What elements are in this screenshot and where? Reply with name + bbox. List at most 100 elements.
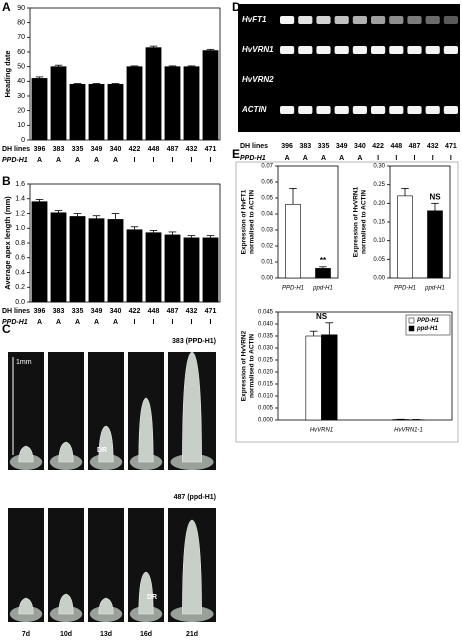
y-tick-label: 0.2 (15, 284, 25, 291)
bar (145, 232, 162, 303)
day-label: 16d (140, 631, 152, 638)
gel-band (334, 16, 349, 24)
y-tick-label: 0.00 (373, 276, 385, 282)
x-tick-label: 448 (148, 308, 160, 315)
scale-label: 1mm (16, 359, 32, 366)
x-tick-label: 432 (186, 308, 198, 315)
x-tick-label: HvVRN1 (310, 428, 333, 434)
gel-band (407, 106, 422, 114)
y-tick-label: 0.10 (373, 238, 385, 244)
gel-band (352, 46, 367, 54)
apex (18, 445, 34, 463)
lane-label: 448 (390, 143, 402, 150)
genotype-label: A (56, 319, 61, 326)
row-label: PPD-H1 (240, 155, 266, 162)
y-tick-label: 0.035 (258, 334, 274, 340)
gene-label: HvVRN2 (242, 75, 274, 84)
gel-band (371, 46, 386, 54)
gene-label: ACTIN (241, 105, 267, 114)
legend-swatch (408, 317, 415, 324)
y-tick-label: 0.6 (15, 255, 25, 262)
genotype-label: I (153, 319, 155, 326)
gel-band (298, 16, 313, 24)
bar (202, 50, 219, 141)
bar (145, 47, 162, 141)
apex (58, 593, 74, 615)
y-axis-label: Heading date (3, 50, 12, 97)
lane-label: 349 (336, 143, 348, 150)
annotation: ** (320, 256, 327, 265)
y-tick-label: 0.25 (373, 182, 385, 188)
genotype-label: I (153, 157, 155, 164)
genotype-label: I (134, 157, 136, 164)
y-tick-label: 60 (17, 49, 25, 56)
genotype-label: I (191, 157, 193, 164)
bar (69, 216, 86, 303)
bar (305, 335, 322, 421)
gel-band (316, 106, 331, 114)
y-tick-label: 10 (17, 122, 25, 129)
x-axis-label: DH lines (2, 146, 30, 153)
y-tick-label: 0.025 (258, 358, 274, 364)
legend-label: PPD-H1 (417, 318, 440, 324)
gel-band (443, 16, 458, 24)
apex (138, 397, 154, 463)
y-axis-label: normalised to ACTIN (249, 190, 256, 254)
genotype-label: A (37, 319, 42, 326)
gene-label: HvFT1 (242, 15, 267, 24)
x-tick-label: 487 (167, 146, 179, 153)
y-tick-label: 0.000 (258, 418, 274, 424)
y-tick-label: 0.4 (15, 269, 25, 276)
x-tick-label: 396 (34, 146, 46, 153)
y-tick-label: 20 (17, 108, 25, 115)
bar (397, 195, 413, 279)
bar (164, 66, 181, 141)
x-tick-label: ppd-H1 (312, 286, 333, 292)
gel-band (371, 16, 386, 24)
gel-band (425, 46, 440, 54)
bar (183, 66, 200, 141)
y-tick-label: 1.6 (15, 181, 25, 188)
x-tick-label: 335 (72, 146, 84, 153)
legend-swatch (408, 325, 415, 332)
plot-frame (277, 165, 339, 279)
bar (88, 83, 105, 141)
y-tick-label: 0.010 (258, 394, 274, 400)
bar (31, 78, 48, 141)
genotype-label: A (94, 319, 99, 326)
y-tick-label: 0.020 (258, 370, 274, 376)
y-tick-label: 1.0 (15, 225, 25, 232)
x-tick-label: 422 (129, 308, 141, 315)
gel-band (389, 106, 404, 114)
gel-band (407, 46, 422, 54)
y-tick-label: 0.05 (261, 196, 273, 202)
bar (88, 218, 105, 303)
x-tick-label: 471 (205, 308, 217, 315)
row-label: PPD-H1 (2, 319, 28, 326)
day-label: 7d (22, 631, 30, 638)
lane-label: 487 (409, 143, 421, 150)
y-tick-label: 80 (17, 20, 25, 27)
gel-band (280, 16, 295, 24)
x-tick-label: PPD-H1 (394, 286, 416, 292)
y-tick-label: 0.15 (373, 220, 385, 226)
gel-band (389, 46, 404, 54)
genotype-label: I (210, 157, 212, 164)
genotype-label: A (285, 155, 290, 162)
bar (69, 83, 86, 141)
x-tick-label: 396 (34, 308, 46, 315)
y-tick-label: 0.30 (373, 164, 385, 170)
bar (107, 219, 124, 303)
panel-e-frame (235, 161, 459, 443)
gel-band (389, 16, 404, 24)
bar (315, 268, 331, 279)
lane-label: 471 (445, 143, 457, 150)
y-tick-label: 50 (17, 64, 25, 71)
legend-label: ppd-H1 (416, 326, 438, 332)
lane-label: 335 (318, 143, 330, 150)
day-label: 10d (60, 631, 72, 638)
genotype-label: I (210, 319, 212, 326)
bar (50, 212, 67, 303)
gel-band (352, 106, 367, 114)
